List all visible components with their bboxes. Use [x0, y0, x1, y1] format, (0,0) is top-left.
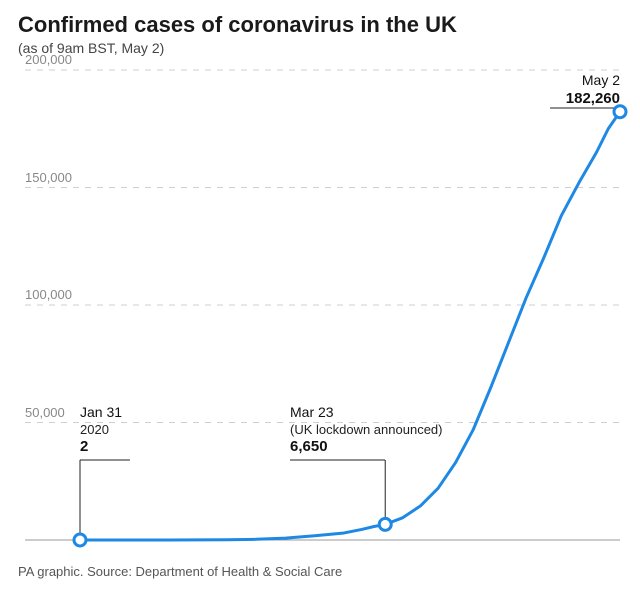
callout-value: 182,260 [566, 90, 620, 109]
chart-footer: PA graphic. Source: Department of Health… [18, 564, 342, 579]
callout-value: 2 [80, 438, 122, 457]
callout-lockdown: Mar 23(UK lockdown announced)6,650 [290, 404, 442, 457]
chart-plot [0, 0, 640, 593]
data-line [80, 112, 620, 540]
callout-line: May 2 [566, 72, 620, 90]
data-marker-start [74, 534, 86, 546]
callout-value: 6,650 [290, 438, 442, 457]
callout-line: Mar 23 [290, 404, 442, 422]
callout-line: 2020 [80, 422, 122, 438]
callout-line: (UK lockdown announced) [290, 422, 442, 438]
callout-latest: May 2182,260 [566, 72, 620, 108]
data-marker-lockdown [379, 518, 391, 530]
callout-start: Jan 3120202 [80, 404, 122, 457]
callout-line: Jan 31 [80, 404, 122, 422]
y-tick-label: 200,000 [25, 52, 72, 67]
chart-container: Confirmed cases of coronavirus in the UK… [0, 0, 640, 593]
y-tick-label: 150,000 [25, 170, 72, 185]
y-tick-label: 100,000 [25, 287, 72, 302]
y-tick-label: 50,000 [25, 405, 65, 420]
